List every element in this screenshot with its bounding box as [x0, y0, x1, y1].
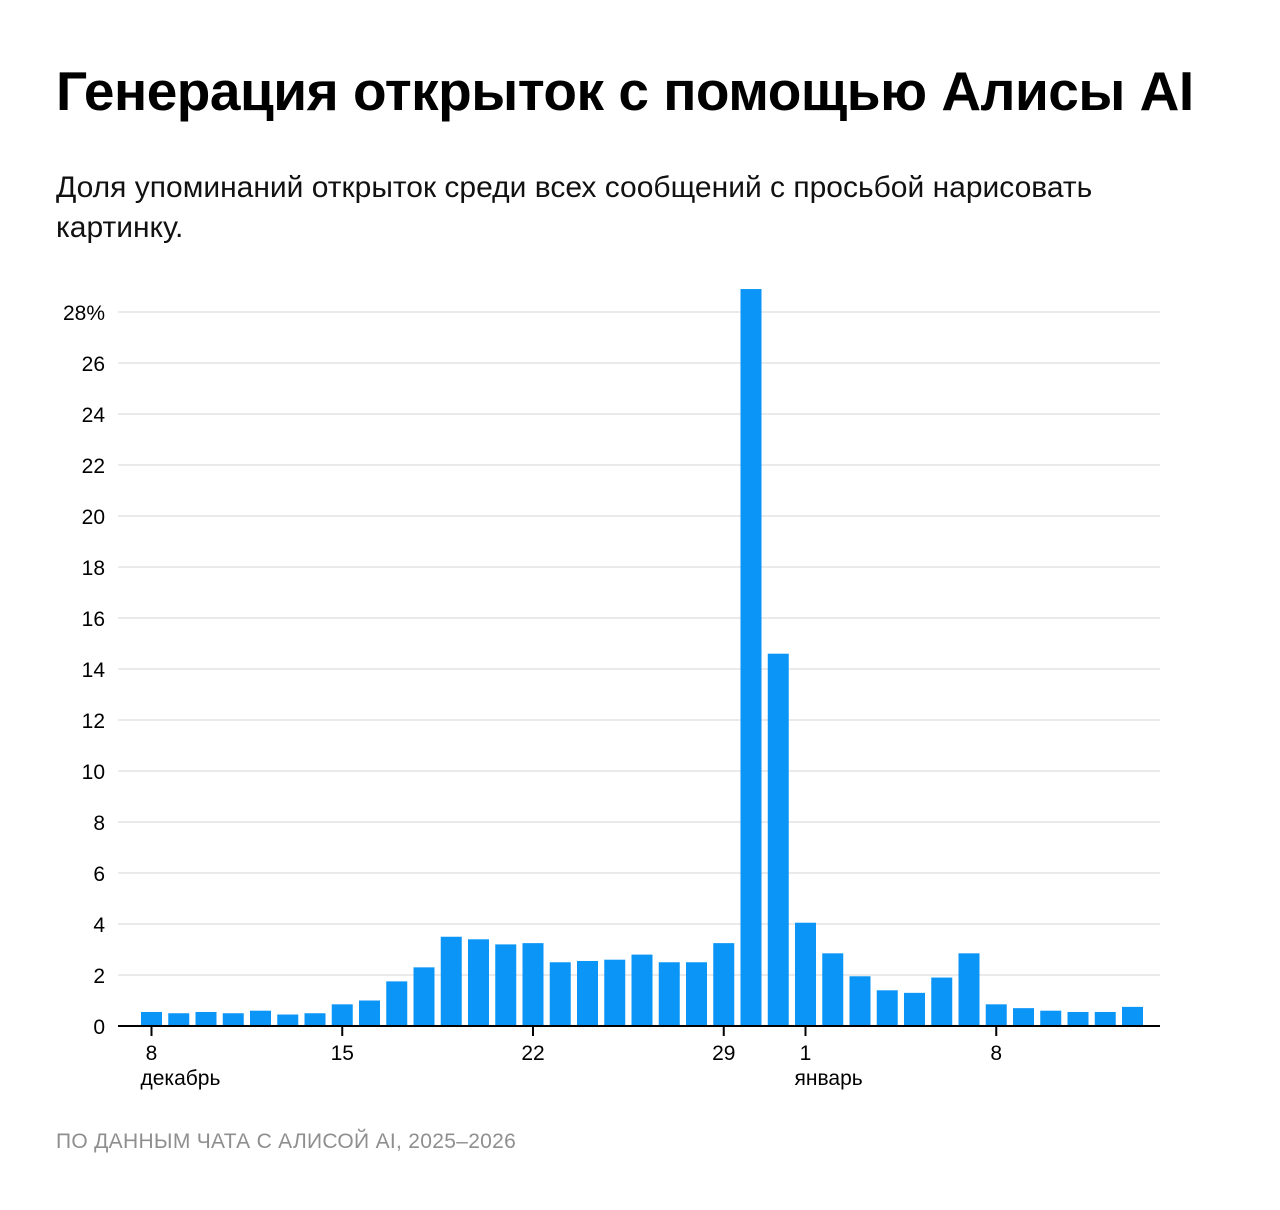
- chart-subtitle: Доля упоминаний открыток среди всех сооб…: [56, 171, 1093, 244]
- bar: [795, 922, 816, 1026]
- chart-title: Генерация открыток с помощью Алисы AI: [56, 60, 1194, 122]
- bar: [713, 943, 735, 1026]
- y-tick-label: 22: [82, 455, 105, 478]
- bar: [1040, 1010, 1062, 1026]
- bar: [468, 939, 489, 1026]
- bar: [522, 943, 544, 1026]
- bar: [985, 1004, 1007, 1026]
- bar: [958, 953, 980, 1026]
- bar: [413, 967, 435, 1026]
- bar: [1094, 1011, 1116, 1026]
- y-tick-label: 12: [82, 710, 105, 733]
- bar: [359, 1000, 380, 1026]
- bar: [577, 960, 598, 1026]
- bar: [822, 953, 844, 1026]
- month-label: январь: [795, 1067, 863, 1090]
- bar: [931, 977, 953, 1026]
- bar: [195, 1011, 217, 1026]
- bar: [304, 1013, 326, 1026]
- bar: [904, 992, 925, 1026]
- bar: [386, 981, 408, 1026]
- y-tick-label: 6: [93, 863, 105, 886]
- y-tick-label: 20: [82, 506, 105, 529]
- bar: [549, 962, 571, 1026]
- bar: [495, 944, 517, 1026]
- bar: [141, 1011, 162, 1026]
- x-tick-label: 22: [521, 1042, 544, 1065]
- bar: [658, 962, 680, 1026]
- y-tick-label: 8: [93, 812, 105, 835]
- x-tick-label: 29: [712, 1042, 735, 1065]
- y-tick-label: 0: [93, 1016, 105, 1039]
- bar: [277, 1014, 299, 1026]
- source-note: ПО ДАННЫМ ЧАТА С АЛИСОЙ AI, 2025–2026: [56, 1130, 517, 1153]
- bar: [168, 1013, 190, 1026]
- bar: [767, 653, 789, 1026]
- bar: [1013, 1008, 1034, 1026]
- y-tick-label: 10: [82, 761, 105, 784]
- month-label: декабрь: [141, 1067, 221, 1090]
- x-tick-label: 15: [331, 1042, 354, 1065]
- bar: [222, 1013, 244, 1026]
- y-tick-label: 28%: [63, 302, 105, 325]
- bar: [686, 962, 707, 1026]
- bar: [1122, 1006, 1143, 1026]
- bar: [876, 990, 898, 1026]
- x-tick-label: 1: [800, 1042, 812, 1065]
- x-tick-label: 8: [990, 1042, 1002, 1065]
- y-tick-label: 2: [93, 965, 105, 988]
- y-tick-label: 14: [82, 659, 106, 682]
- bar: [331, 1004, 353, 1026]
- bar: [440, 936, 462, 1026]
- y-tick-label: 18: [82, 557, 105, 580]
- x-tick-label: 8: [146, 1042, 158, 1065]
- bar: [631, 954, 653, 1026]
- bar: [604, 959, 626, 1026]
- y-tick-label: 16: [82, 608, 105, 631]
- y-tick-label: 24: [82, 404, 106, 427]
- bar: [849, 976, 871, 1026]
- y-tick-label: 4: [93, 914, 105, 937]
- y-tick-label: 26: [82, 353, 105, 376]
- bar: [1067, 1011, 1089, 1026]
- bar: [250, 1010, 271, 1026]
- bar: [740, 289, 762, 1026]
